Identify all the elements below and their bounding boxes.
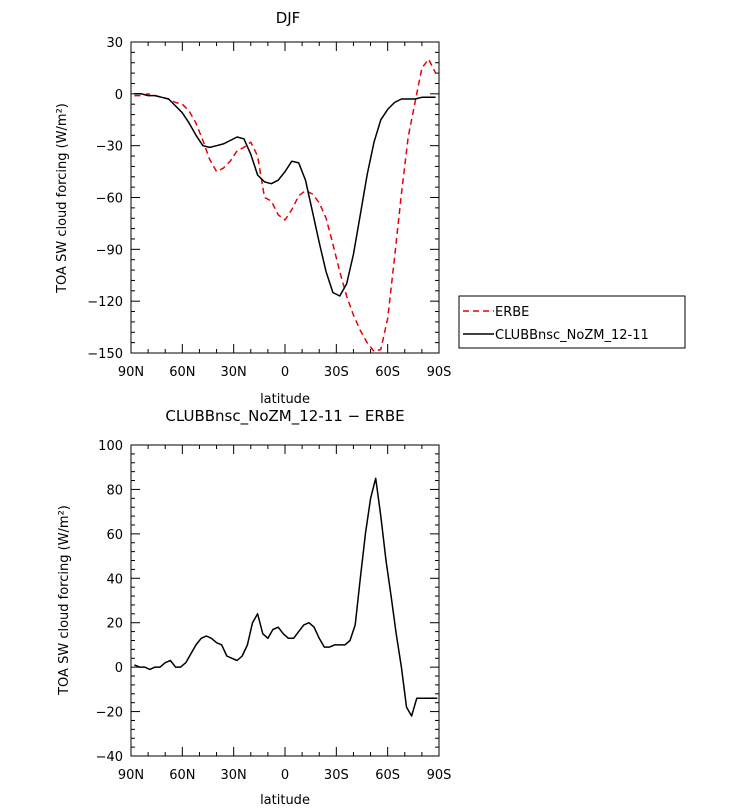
- xtick-label-bottom: 30S: [324, 768, 349, 783]
- ytick-label-bottom: 0: [115, 661, 123, 676]
- panel-top-frame: [130, 41, 440, 354]
- ytick-label-bottom: 60: [106, 528, 123, 543]
- ytick-label-top: 0: [115, 88, 123, 103]
- panel-top-xlabel: latitude: [260, 392, 310, 407]
- xtick-label-bottom: 60S: [375, 768, 400, 783]
- series-line-bottom-0: [134, 477, 438, 717]
- xtick-label-top: 90N: [118, 365, 144, 380]
- panel-bottom: CLUBBnsc_NoZM_12-11 − ERBE 90N 60N 30N 0 30S…: [57, 407, 451, 808]
- xtick-label-bottom: 90N: [118, 768, 144, 783]
- legend: ERBE CLUBBnsc_NoZM_12-11: [458, 295, 686, 349]
- xtick-label-top: 0: [281, 365, 289, 380]
- ytick-label-bottom: 80: [106, 483, 123, 498]
- xtick-label-top: 30N: [221, 365, 247, 380]
- series-line-top-0: [134, 58, 437, 353]
- panel-bottom-frame: [130, 444, 440, 757]
- panel-top-series: [134, 58, 437, 353]
- xtick-label-top: 60N: [169, 365, 195, 380]
- panel-bottom-ylabel: TOA SW cloud forcing (W/m²): [57, 505, 72, 696]
- xtick-label-bottom: 60N: [169, 768, 195, 783]
- xtick-label-top: 90S: [427, 365, 452, 380]
- ytick-label-bottom: 100: [98, 439, 123, 454]
- panel-bottom-series: [134, 477, 438, 717]
- ytick-label-top: −120: [87, 295, 123, 310]
- panel-bottom-title: CLUBBnsc_NoZM_12-11 − ERBE: [165, 407, 404, 426]
- panel-top-ylabel: TOA SW cloud forcing (W/m²): [55, 103, 70, 294]
- panel-bottom-ticks: 90N 60N 30N 0 30S 60S 90S 100 80 60 40 20 0 −20 −40: [96, 439, 452, 783]
- series-line-top-1: [134, 93, 436, 297]
- ytick-label-top: −150: [87, 347, 123, 362]
- ytick-label-bottom: −20: [96, 706, 123, 721]
- legend-box: [458, 295, 686, 349]
- ytick-label-bottom: 20: [106, 617, 123, 632]
- legend-label-erbe: ERBE: [495, 305, 529, 320]
- ytick-label-top: −30: [96, 140, 123, 155]
- panel-top-ticks: 90N 60N 30N 0 30S 60S 90S 30 0 −30 −60 −90 −120 −150: [87, 36, 451, 380]
- panel-top: DJF 90N 60N 30N 0 30S 60S 90S 30 0 −30 −60 −90 −120 −…: [55, 9, 686, 407]
- xtick-label-bottom: 0: [281, 768, 289, 783]
- legend-label-model: CLUBBnsc_NoZM_12-11: [495, 328, 649, 343]
- ytick-label-top: −60: [96, 192, 123, 207]
- ytick-label-top: 30: [106, 36, 123, 51]
- panel-bottom-xlabel: latitude: [260, 793, 310, 808]
- ytick-label-bottom: −40: [96, 750, 123, 765]
- xtick-label-bottom: 90S: [427, 768, 452, 783]
- xtick-label-top: 30S: [324, 365, 349, 380]
- panel-top-title: DJF: [276, 9, 301, 27]
- ytick-label-top: −90: [96, 243, 123, 258]
- ytick-label-bottom: 40: [106, 572, 123, 587]
- xtick-label-top: 60S: [375, 365, 400, 380]
- xtick-label-bottom: 30N: [221, 768, 247, 783]
